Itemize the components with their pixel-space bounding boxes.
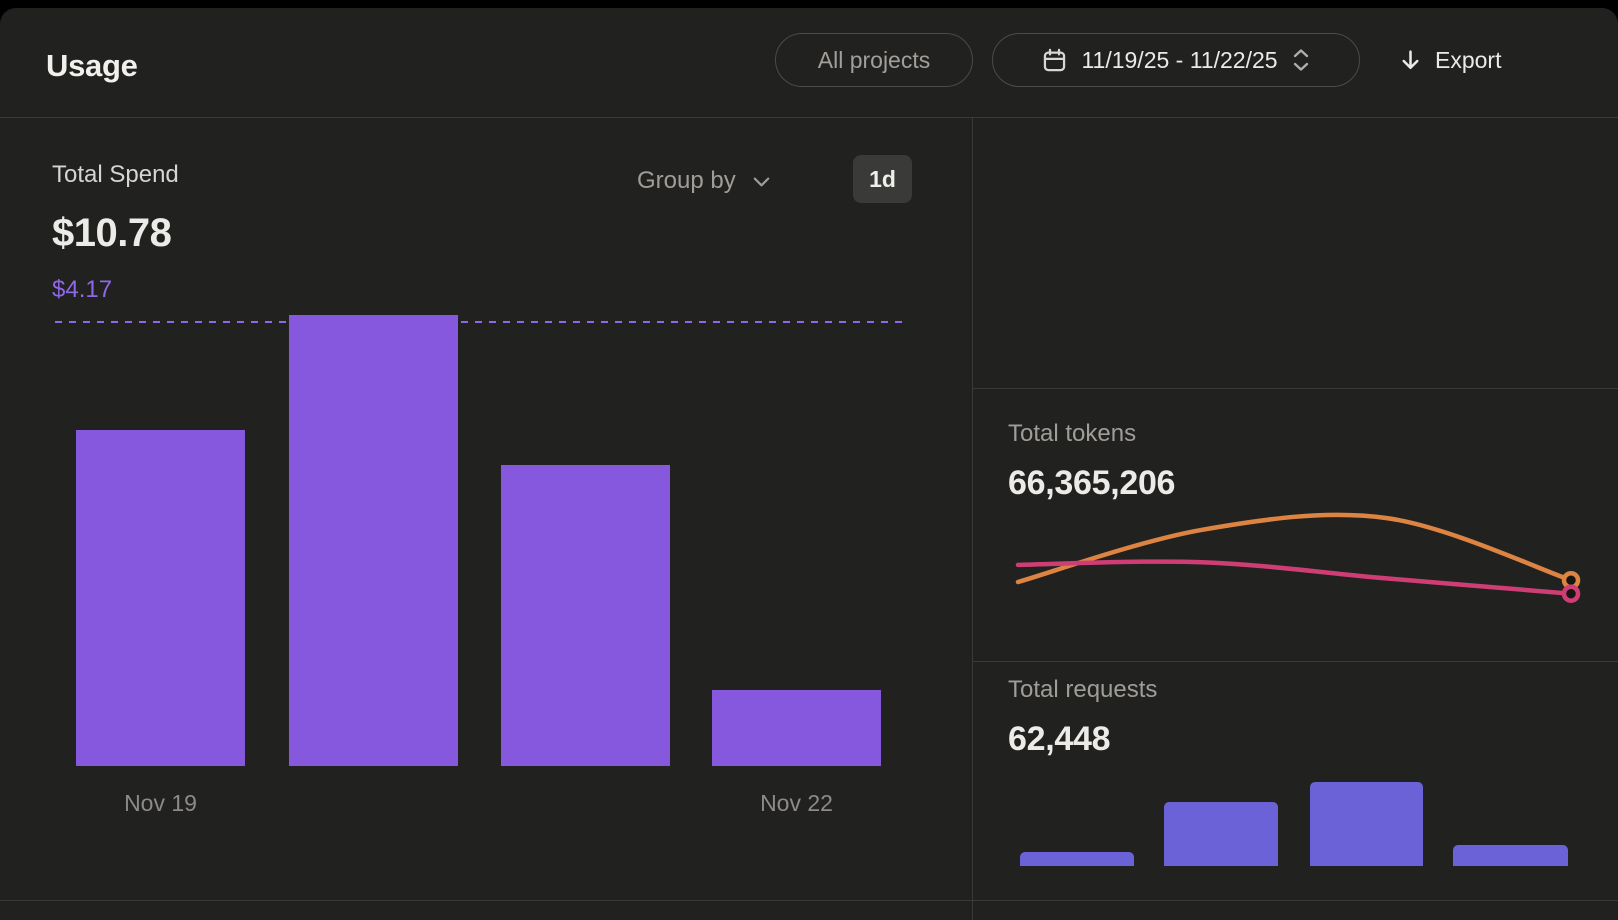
tokens-line-orange — [1015, 512, 1574, 585]
tokens-line-chart — [1015, 512, 1581, 603]
requests-bar-nov-21 — [1310, 782, 1423, 866]
x-axis-label: Nov 19 — [124, 790, 197, 816]
total-tokens-label: Total tokens — [1008, 420, 1137, 447]
group-by-label: Group by — [637, 167, 736, 194]
spend-bar-nov-22 — [712, 690, 881, 766]
header-divider — [0, 117, 1618, 118]
tokens-section-divider — [973, 388, 1618, 389]
calendar-icon — [1044, 48, 1066, 71]
interval-1d-badge[interactable]: 1d — [853, 155, 912, 203]
tokens-end-marker-pink — [1561, 584, 1581, 603]
export-button[interactable]: Export — [1398, 33, 1501, 87]
total-requests-label: Total requests — [1008, 676, 1158, 703]
requests-bar-nov-20 — [1164, 802, 1278, 866]
spend-bar-nov-20 — [289, 315, 458, 766]
download-arrow-icon — [1402, 49, 1419, 69]
group-by-dropdown[interactable]: Group by — [637, 167, 773, 195]
total-requests-value: 62,448 — [1008, 720, 1111, 758]
date-range-picker[interactable]: 11/19/25 - 11/22/25 — [992, 33, 1360, 87]
reference-line-label: $4.17 — [52, 276, 113, 303]
usage-app: Usage All projects 11/19/25 - 11/22/25 E — [0, 8, 1618, 920]
spend-bar-nov-19 — [76, 430, 245, 766]
page-title: Usage — [46, 48, 138, 83]
total-tokens-value: 66,365,206 — [1008, 464, 1176, 502]
date-range-value: 11/19/25 - 11/22/25 — [1081, 46, 1278, 73]
vertical-divider — [972, 117, 973, 920]
reference-dashed-line — [55, 321, 903, 323]
bottom-divider — [0, 900, 1618, 901]
requests-section-divider — [973, 661, 1618, 662]
chevron-down-icon — [753, 177, 770, 186]
x-axis-label: Nov 22 — [760, 790, 833, 816]
requests-bar-nov-19 — [1020, 852, 1134, 866]
all-projects-filter-button[interactable]: All projects — [775, 33, 973, 87]
export-label: Export — [1435, 46, 1502, 73]
all-projects-label: All projects — [817, 46, 931, 73]
tokens-line-pink — [1015, 559, 1574, 596]
chevron-up-down-icon — [1293, 49, 1308, 71]
spend-bar-nov-21 — [501, 465, 670, 766]
total-spend-value: $10.78 — [52, 211, 172, 255]
requests-bar-nov-22 — [1453, 845, 1568, 866]
total-spend-label: Total Spend — [52, 161, 179, 188]
